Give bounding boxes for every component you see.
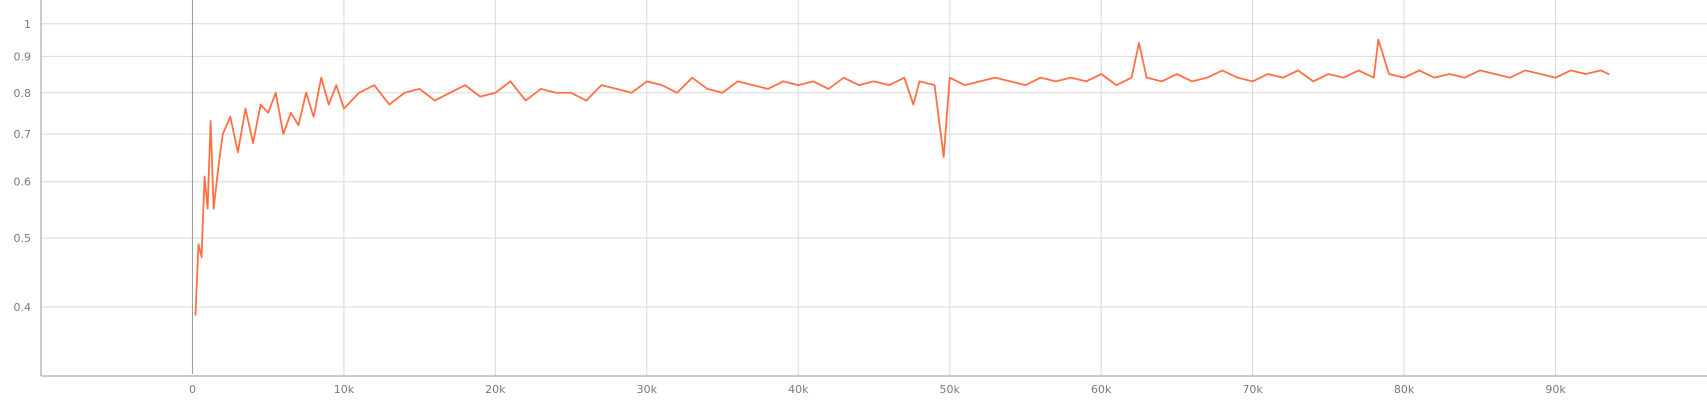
x-tick-label: 0	[189, 383, 196, 396]
x-tick-label: 70k	[1242, 383, 1263, 396]
x-tick-label: 10k	[334, 383, 355, 396]
x-tick-label: 30k	[637, 383, 658, 396]
y-tick-label: 0.4	[14, 301, 32, 314]
y-tick-label: 0.8	[14, 87, 32, 100]
y-tick-label: 1	[24, 18, 31, 31]
y-tick-label: 0.7	[14, 128, 32, 141]
x-tick-label: 40k	[788, 383, 809, 396]
series	[194, 38, 1610, 316]
y-tick-label: 0.5	[14, 232, 32, 245]
x-tick-label: 60k	[1091, 383, 1112, 396]
y-tick-label: 0.9	[14, 50, 32, 63]
x-tick-label: 20k	[485, 383, 506, 396]
x-tick-labels: 0 10k 20k 30k 40k 50k 60k 70k 80k 90k	[189, 383, 1566, 396]
x-tick-label: 50k	[940, 383, 961, 396]
x-tick-label: 80k	[1394, 383, 1415, 396]
axes	[40, 0, 1707, 377]
x-tick-label: 90k	[1545, 383, 1566, 396]
grid	[41, 0, 1707, 376]
y-tick-labels: 0.4 0.5 0.6 0.7 0.8 0.9 1	[14, 18, 32, 314]
series-line	[194, 38, 1610, 316]
y-tick-label: 0.6	[14, 176, 32, 189]
